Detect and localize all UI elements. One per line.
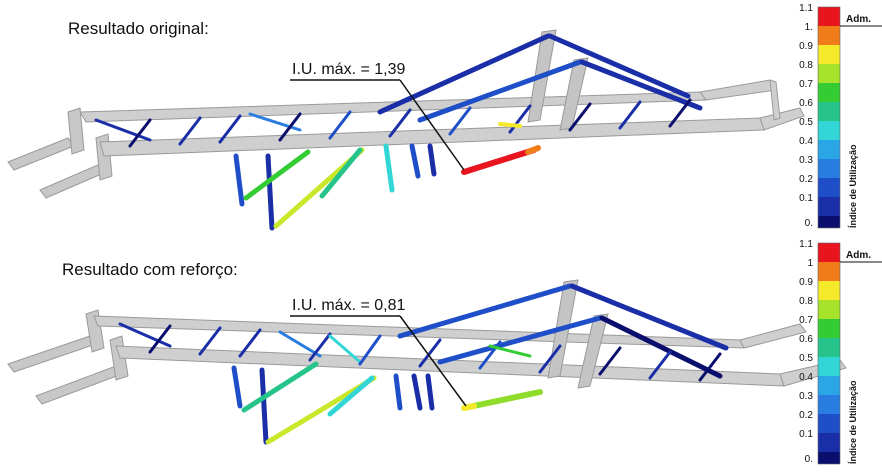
critical-member	[461, 147, 537, 175]
scale-tick: 0.4	[799, 136, 813, 147]
scale-tick: 0.5	[799, 353, 813, 364]
panel-reinforced: Resultado com reforço:	[0, 236, 882, 472]
admissible-label: Adm.	[846, 250, 871, 261]
scale-tick: 0.8	[799, 296, 813, 307]
scale-tick: 0.1	[799, 193, 813, 204]
structure-model-original: I.U. máx. = 1,39 1.1 1. 0.9 0.8 0.7 0.6 …	[7, 3, 882, 231]
scale-tick: 0.2	[799, 174, 813, 185]
panel-original: Resultado original:	[7, 3, 882, 231]
scale-tick: 0.7	[799, 315, 813, 326]
scale-title: Índice de Utilização	[848, 380, 858, 464]
scale-tick: 0.3	[799, 391, 813, 402]
max-index-label: I.U. máx. = 1,39	[292, 61, 405, 78]
scale-tick: 0.6	[799, 334, 813, 345]
scale-tick: 0.1	[799, 429, 813, 440]
critical-member-end	[525, 145, 541, 155]
stay-cables	[397, 283, 729, 379]
scale-tick: 1	[807, 258, 813, 269]
panel-title: Resultado com reforço:	[62, 260, 238, 279]
scale-tick: 0.8	[799, 60, 813, 71]
utilization-scale: 1.1 1 0.9 0.8 0.7 0.6 0.5 0.4 0.3 0.2 0.…	[799, 239, 882, 465]
hanger-members	[233, 143, 437, 231]
scale-tick: 0.6	[799, 98, 813, 109]
panel-title: Resultado original:	[68, 19, 209, 38]
scale-tick: 0.9	[799, 277, 813, 288]
scale-tick: 1.	[805, 22, 813, 33]
scale-tick: 0.4	[799, 372, 813, 383]
structure-model-reinforced: I.U. máx. = 0,81 1.1 1 0.9 0.8 0.7 0.6 0…	[7, 239, 882, 465]
scale-tick: 0.2	[799, 410, 813, 421]
admissible-label: Adm.	[846, 14, 871, 25]
scale-tick: 0.7	[799, 79, 813, 90]
left-supports	[7, 107, 113, 199]
stay-cables	[377, 33, 703, 123]
deck-braces	[118, 322, 722, 382]
scale-tick: 0.	[805, 454, 813, 465]
utilization-scale: 1.1 1. 0.9 0.8 0.7 0.6 0.5 0.4 0.3 0.2 0…	[799, 3, 882, 229]
critical-member-end	[461, 403, 477, 411]
main-girder	[93, 315, 847, 387]
scale-tick: 0.	[805, 218, 813, 229]
scale-tick: 0.9	[799, 41, 813, 52]
scale-tick: 1.1	[799, 239, 813, 250]
main-girder	[79, 79, 805, 157]
scale-tick: 0.5	[799, 117, 813, 128]
max-index-callout: I.U. máx. = 0,81	[290, 297, 467, 407]
max-index-callout: I.U. máx. = 1,39	[290, 61, 465, 171]
deck-braces	[94, 98, 692, 148]
hanger-members	[231, 361, 435, 445]
max-index-label: I.U. máx. = 0,81	[292, 297, 405, 314]
scale-title: Índice de Utilização	[848, 144, 858, 228]
scale-tick: 1.1	[799, 3, 813, 14]
scale-tick: 0.3	[799, 155, 813, 166]
